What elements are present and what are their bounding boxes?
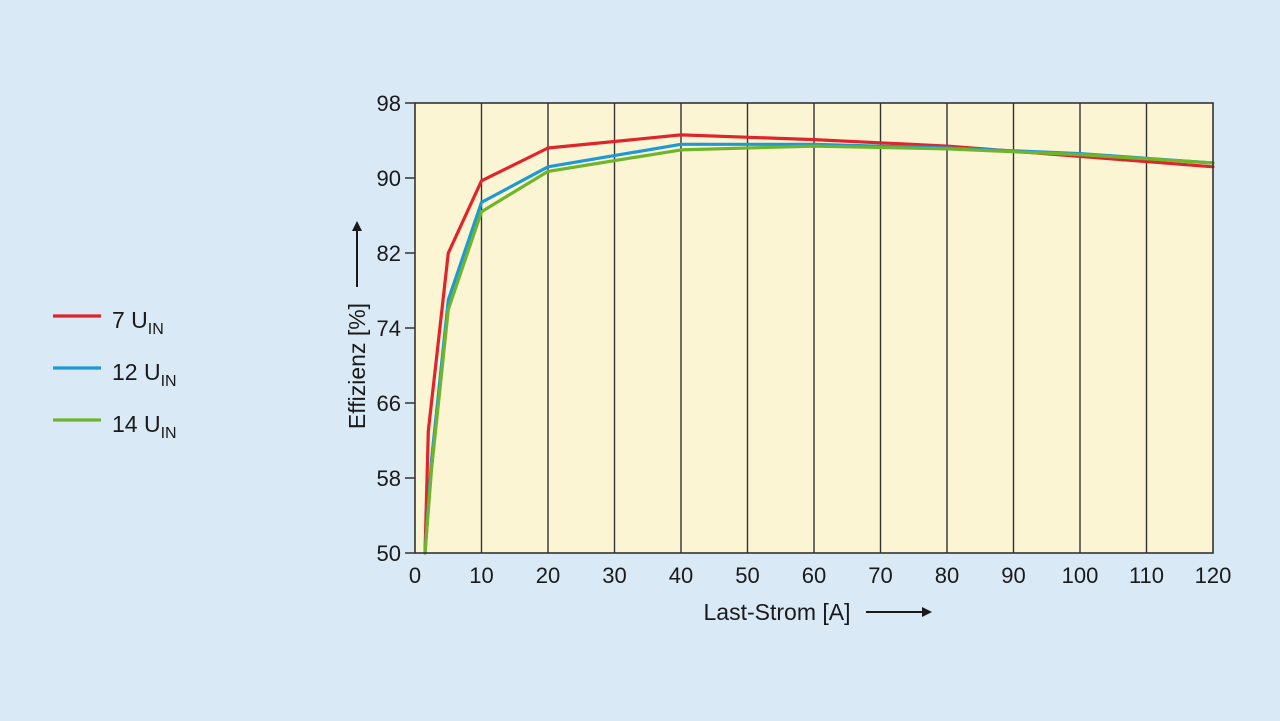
legend-label-subscript: IN [161, 425, 177, 442]
y-tick-label: 90 [377, 166, 401, 191]
x-tick-label: 70 [868, 563, 892, 588]
x-tick-label: 40 [669, 563, 693, 588]
y-tick-label: 98 [377, 91, 401, 116]
legend: 7 UIN 12 UIN 14 UIN [53, 307, 177, 442]
gridlines [480, 103, 1148, 553]
legend-label: 7 UIN [112, 307, 164, 338]
x-axis-ticks: 0 10 20 30 40 50 60 70 80 90 100 110 120 [409, 563, 1231, 588]
x-tick-label: 110 [1129, 563, 1164, 588]
x-tick-label: 30 [602, 563, 626, 588]
y-tick-label: 50 [377, 541, 401, 566]
y-axis-title: Effizienz [%] [344, 303, 370, 429]
legend-label: 12 UIN [112, 359, 177, 390]
x-tick-label: 100 [1062, 563, 1099, 588]
x-tick-label: 120 [1195, 563, 1232, 588]
x-tick-label: 60 [802, 563, 826, 588]
x-tick-label: 0 [409, 563, 421, 588]
legend-item: 12 UIN [53, 359, 177, 390]
y-tick-label: 82 [377, 241, 401, 266]
legend-label-subscript: IN [148, 321, 164, 338]
x-tick-label: 90 [1001, 563, 1025, 588]
series-line-3 [423, 144, 1215, 555]
legend-item: 14 UIN [53, 411, 177, 442]
x-axis-title: Last-Strom [A] [704, 599, 851, 625]
y-tick-label: 74 [377, 316, 401, 341]
legend-label-subscript: IN [161, 373, 177, 390]
y-tick-label: 58 [377, 466, 401, 491]
x-tick-label: 80 [935, 563, 959, 588]
series-lines [423, 133, 1215, 555]
y-tick-label: 66 [377, 391, 401, 416]
y-axis-ticks: 50 58 66 74 82 90 98 [377, 91, 415, 566]
legend-item: 7 UIN [53, 307, 164, 338]
x-tick-label: 20 [536, 563, 560, 588]
legend-label: 14 UIN [112, 411, 177, 442]
x-tick-label: 10 [469, 563, 493, 588]
x-tick-label: 50 [735, 563, 759, 588]
